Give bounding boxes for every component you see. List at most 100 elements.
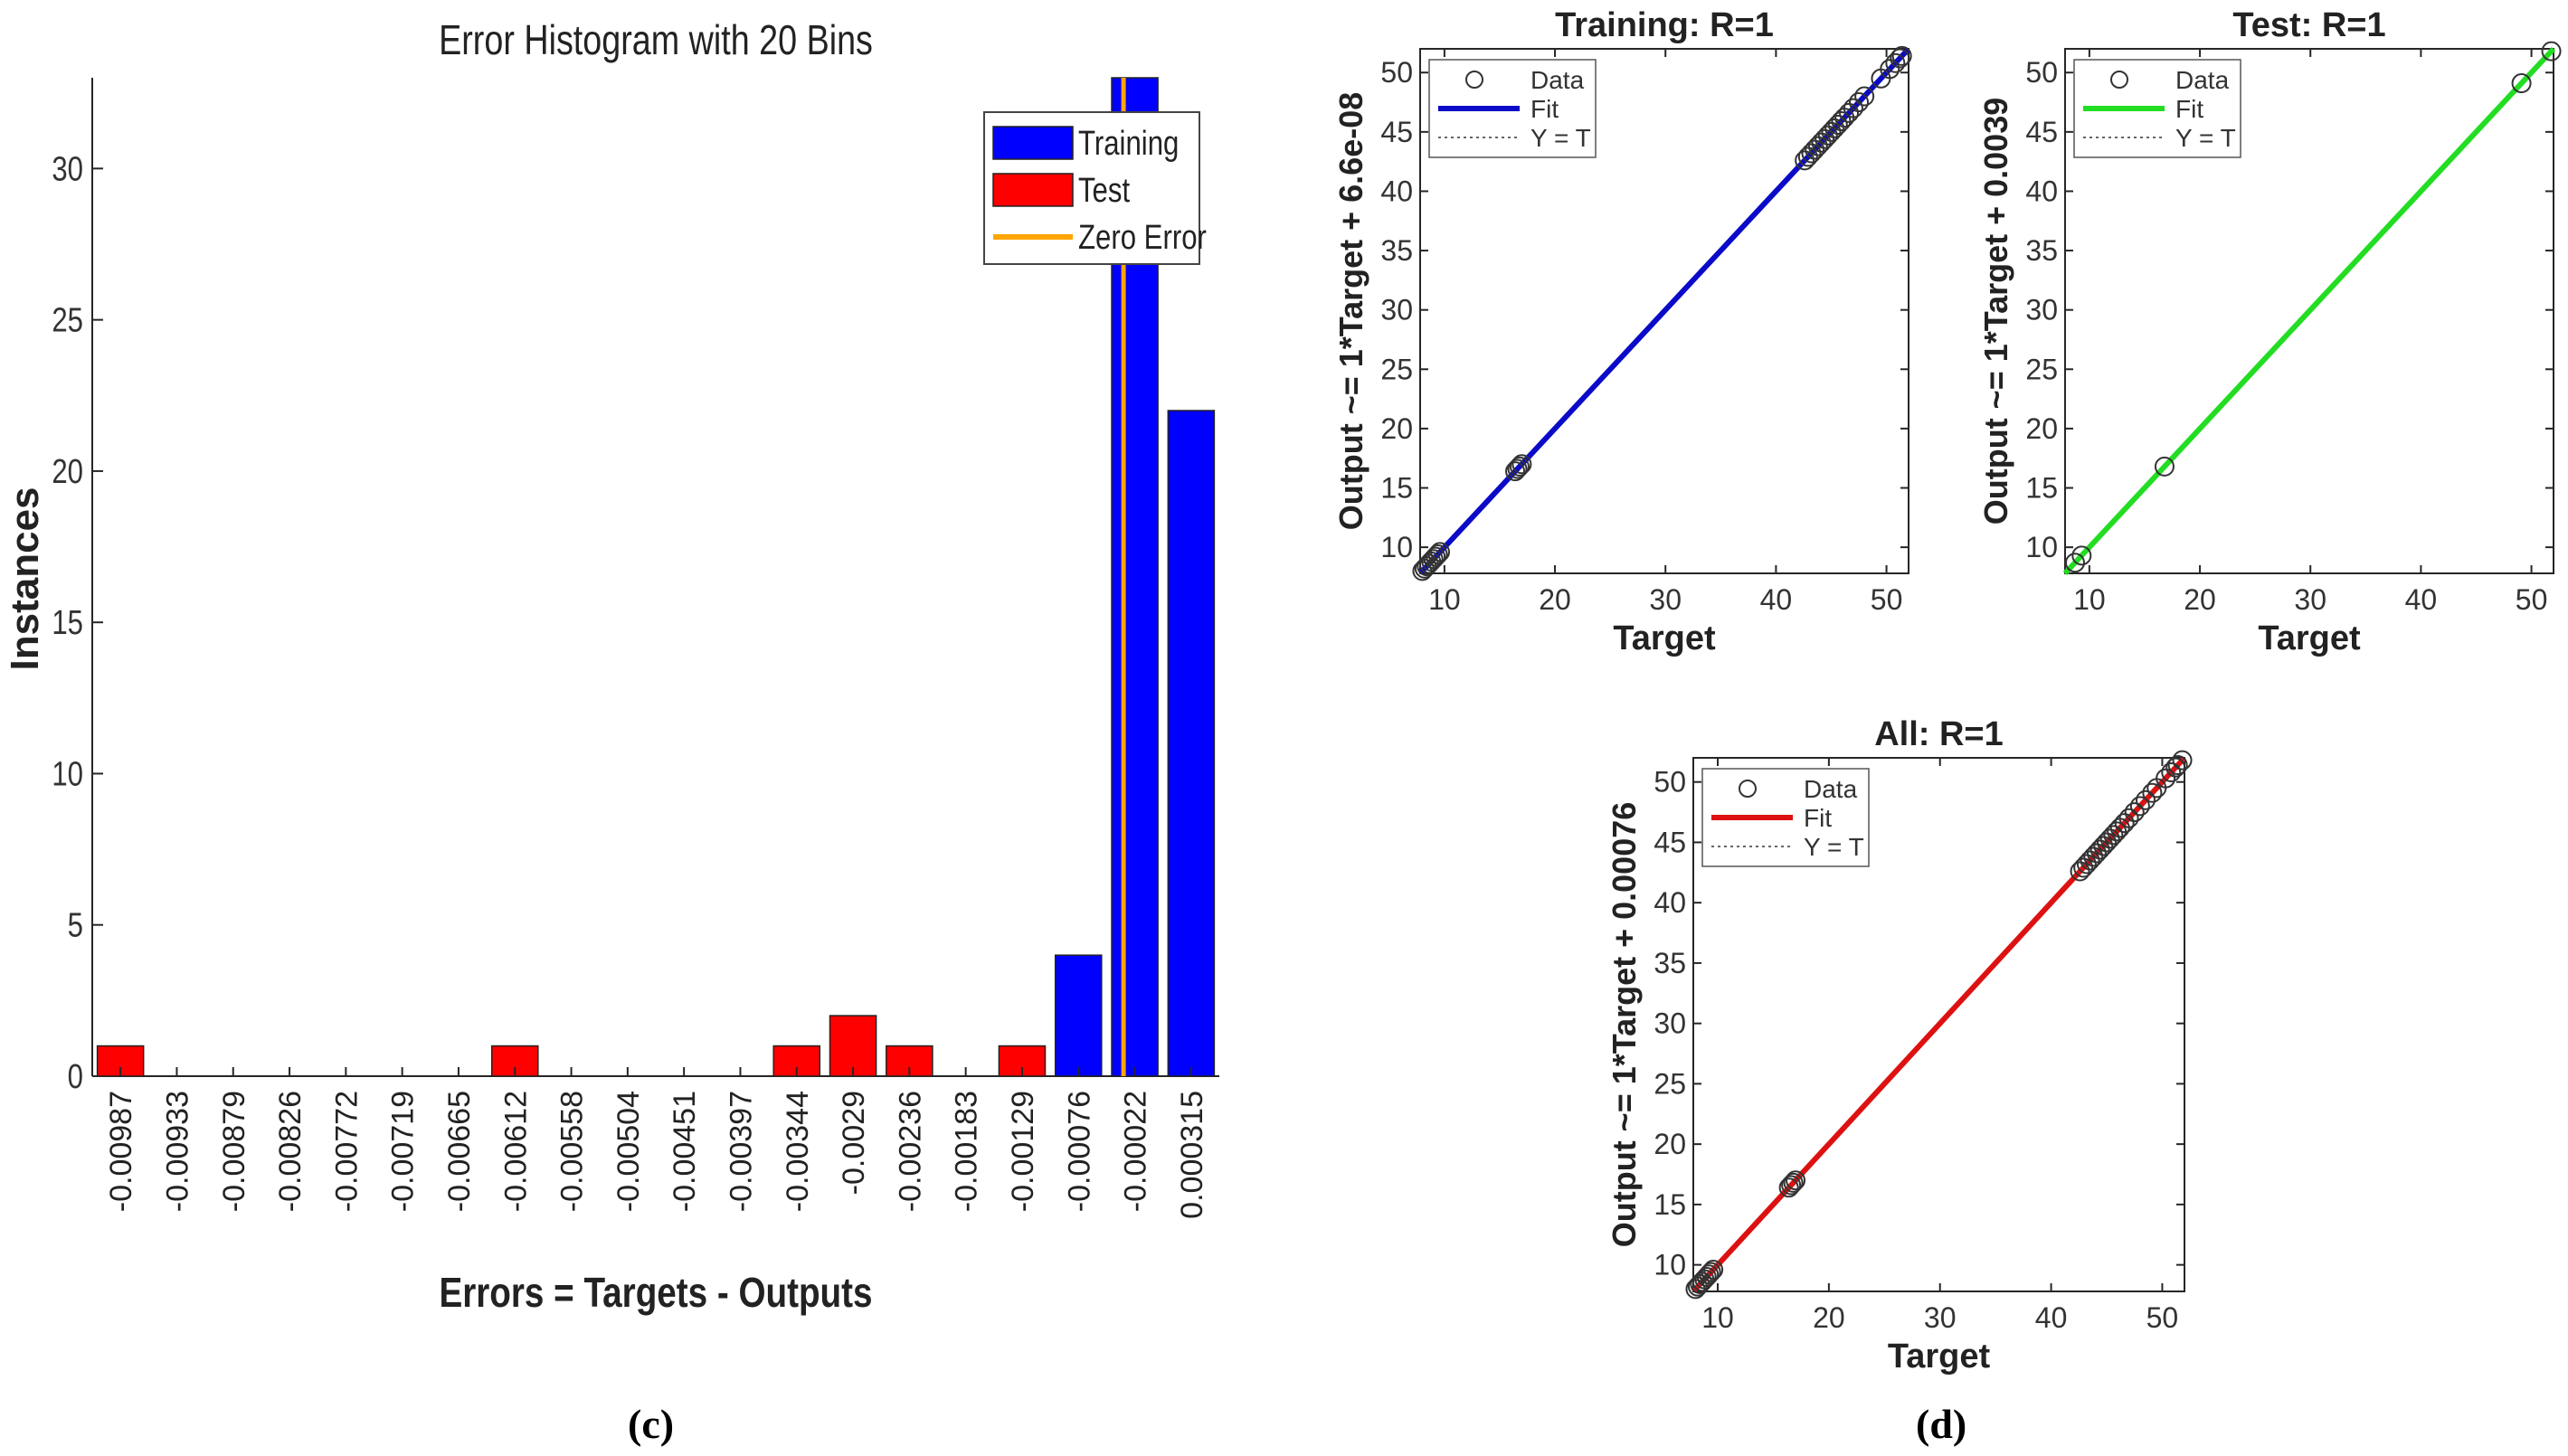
data-point (1811, 132, 1832, 153)
legend-fit-label: Fit (1530, 95, 1559, 123)
histogram-x-tick-label: -0.00612 (498, 1091, 533, 1212)
x-tick-label: 50 (2516, 583, 2548, 616)
data-point (2080, 850, 2100, 871)
histogram-legend-swatch (992, 173, 1074, 207)
histogram-x-tick-label: -0.00665 (442, 1091, 477, 1212)
x-tick-label: 30 (1649, 583, 1682, 616)
regression-plot-test: 10 20 30 40 50 10 15 20 25 30 35 40 45 50 Test: R=1 Tar… (1977, 6, 2562, 657)
y-tick-label: 40 (1654, 886, 1686, 919)
data-point (1885, 52, 1906, 73)
regression-plot-training: 10 20 30 40 50 10 15 20 25 30 35 40 45 50 Training: R=… (1332, 6, 1912, 657)
histogram-x-tick-label: -0.00344 (781, 1091, 815, 1212)
histogram-x-tick-label: -0.00076 (1062, 1091, 1096, 1212)
data-point (1509, 456, 1530, 477)
histogram-legend: Training Test Zero Error (983, 111, 1207, 265)
y-tick-label: 40 (1380, 175, 1413, 207)
data-point (2086, 843, 2107, 864)
data-point (1817, 125, 1838, 146)
data-point (1891, 45, 1912, 66)
histogram-legend-label: Training (1078, 125, 1179, 163)
legend-data-label: Data (1804, 775, 1858, 803)
data-point (2097, 832, 2118, 853)
caption-c: (c) (628, 1401, 675, 1447)
histogram-x-tick-label: -0.00236 (893, 1091, 927, 1212)
y-tick-label: 30 (1380, 294, 1413, 326)
histogram-x-tick-label: -0.00397 (724, 1091, 758, 1212)
data-point (2161, 762, 2182, 783)
data-point (1783, 1172, 1804, 1193)
y-tick-label: 25 (2025, 353, 2058, 385)
data-point (2089, 839, 2110, 860)
data-point (2172, 750, 2193, 771)
y-tick-label: 20 (1380, 412, 1413, 445)
x-tick-label: 20 (2184, 583, 2216, 616)
data-point (1505, 461, 1526, 482)
legend-data-marker (1465, 71, 1483, 89)
histogram-y-tick-label: 5 (68, 907, 83, 945)
data-point (2129, 796, 2150, 817)
data-point (2103, 825, 2124, 846)
histogram-y-tick-label: 25 (52, 302, 83, 340)
legend-data-label: Data (1530, 66, 1585, 94)
y-tick-label: 45 (1654, 826, 1686, 858)
histogram-legend-label: Test (1078, 172, 1130, 210)
data-point (2114, 813, 2135, 834)
data-point (1797, 147, 1818, 167)
data-point (1839, 102, 1860, 123)
plot-y-label: Output ~= 1*Target + 0.00076 (1606, 802, 1643, 1248)
histogram-x-tick-label: -0.00826 (273, 1091, 308, 1212)
legend-data-marker (1739, 780, 1757, 798)
data-point (2136, 789, 2156, 810)
plot-x-label: Target (1888, 1338, 1991, 1376)
caption-d: (d) (1916, 1401, 1967, 1447)
histogram-legend-label: Zero Error (1078, 219, 1207, 257)
data-point (2167, 755, 2188, 776)
y-tick-label: 20 (2025, 412, 2058, 445)
x-tick-label: 40 (2035, 1301, 2068, 1334)
test-bar (829, 1015, 877, 1077)
plot-x-label: Target (2258, 619, 2361, 657)
histogram-y-tick-label: 10 (52, 756, 83, 794)
histogram-x-tick-label: -0.00022 (1119, 1091, 1153, 1212)
y-tick-label: 35 (2025, 234, 2058, 267)
plot-title: Training: R=1 (1555, 6, 1774, 44)
data-point (2165, 757, 2186, 778)
y-tick-label: 30 (1654, 1007, 1686, 1040)
data-point (1701, 1262, 1721, 1282)
y-tick-label: 25 (1380, 353, 1413, 385)
y-tick-label: 15 (2025, 472, 2058, 505)
data-point (1429, 542, 1450, 563)
regression-plot-all: 10 20 30 40 50 10 15 20 25 30 35 40 45 50 All: R=1 Targ… (1606, 715, 2193, 1376)
data-point (2511, 73, 2532, 94)
x-tick-label: 50 (1871, 583, 1903, 616)
legend-fit-label: Fit (1804, 804, 1832, 832)
data-point (1426, 546, 1446, 567)
data-point (1699, 1264, 1720, 1285)
histogram-x-label: Errors = Targets - Outputs (439, 1270, 872, 1316)
training-bar (1054, 954, 1103, 1077)
y-tick-label: 50 (1654, 766, 1686, 799)
data-point (2099, 828, 2120, 849)
y-tick-label: 25 (1654, 1067, 1686, 1100)
data-point (1843, 98, 1863, 118)
histogram-legend-swatch (992, 126, 1074, 160)
histogram-y-tick-label: 20 (52, 453, 83, 491)
y-tick-label: 35 (1380, 234, 1413, 267)
data-point (1854, 86, 1875, 107)
legend-yt-label: Y = T (1804, 833, 1864, 861)
data-point (2071, 545, 2092, 566)
y-tick-label: 50 (1380, 56, 1413, 89)
legend-yt-label: Y = T (2175, 124, 2236, 152)
plot-title: All: R=1 (1874, 715, 2004, 753)
data-point (1786, 1170, 1806, 1191)
histogram-title: Error Histogram with 20 Bins (439, 16, 873, 62)
histogram-x-tick-label: -0.00451 (668, 1091, 702, 1212)
histogram-y-tick-label: 0 (68, 1058, 83, 1096)
data-point (1849, 92, 1870, 113)
data-point (2142, 782, 2163, 803)
data-point (1781, 1175, 1802, 1196)
y-tick-label: 30 (2025, 294, 2058, 326)
